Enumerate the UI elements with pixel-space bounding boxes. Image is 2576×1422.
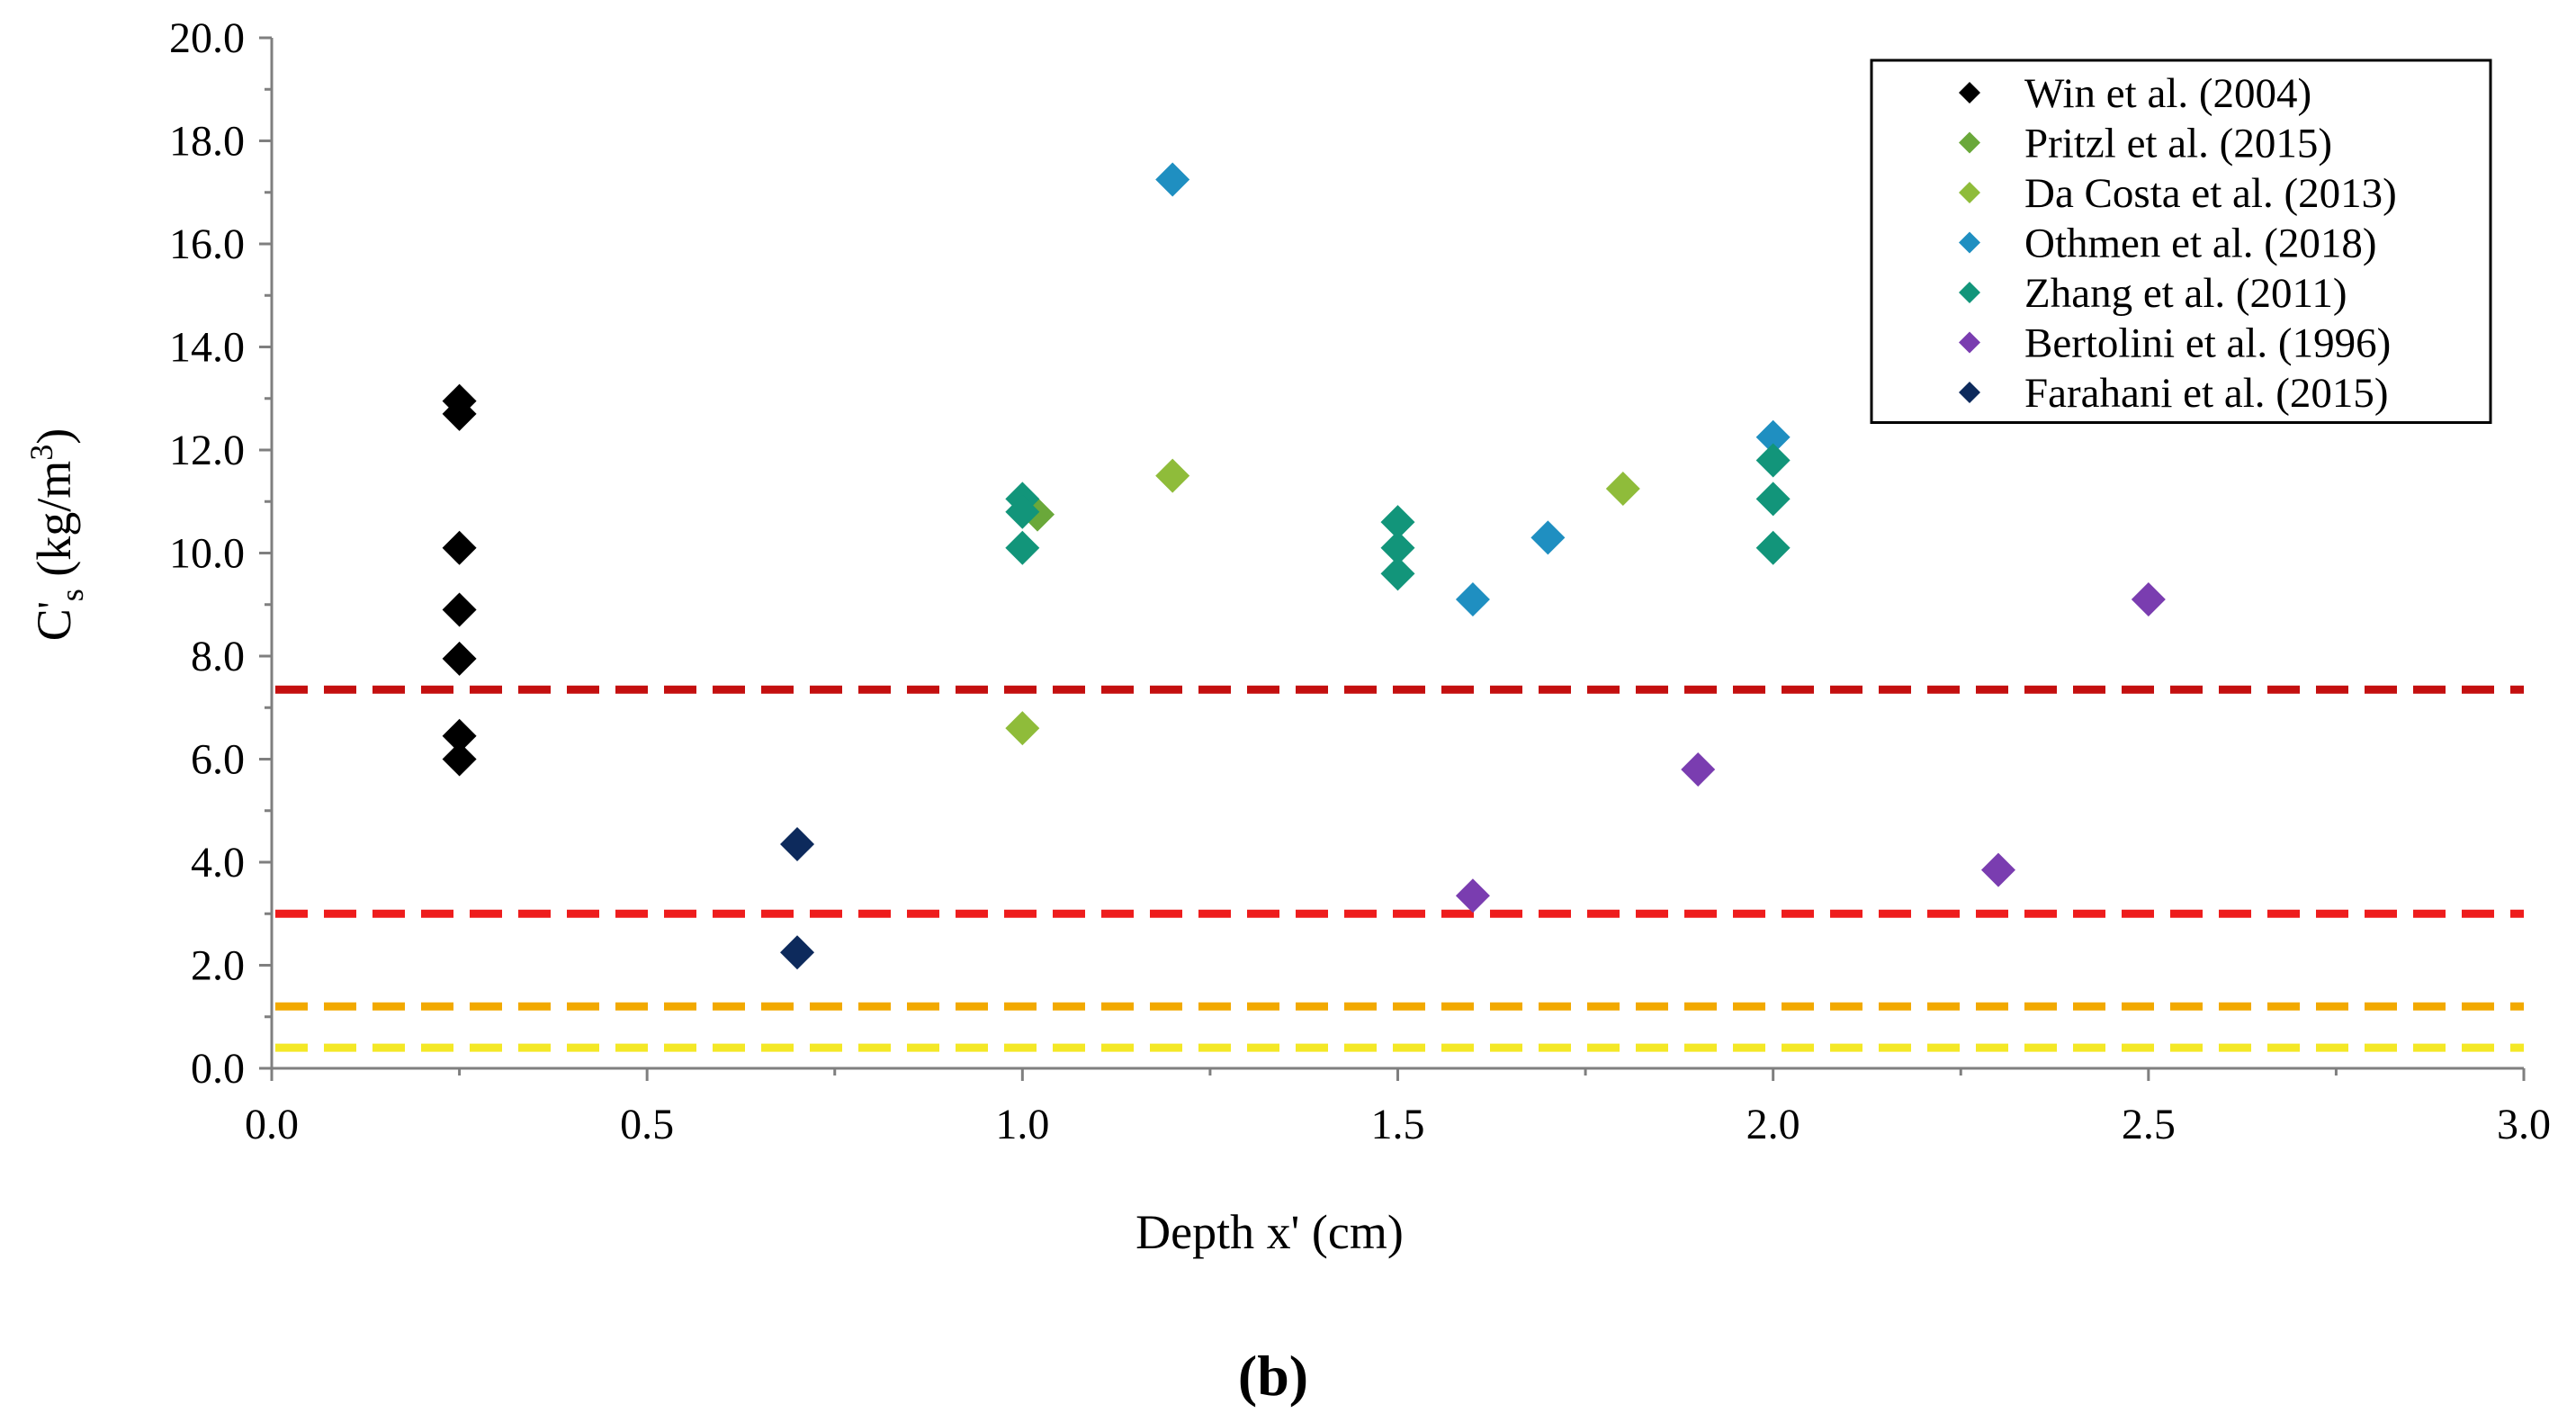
legend-label: Bertolini et al. (1996)	[2024, 320, 2391, 367]
legend-label: Pritzl et al. (2015)	[2024, 121, 2332, 167]
data-point-series-5	[1380, 505, 1415, 540]
data-point-series-3	[1155, 458, 1190, 493]
data-point-series-1	[442, 530, 477, 565]
data-point-series-5	[1755, 443, 1791, 478]
data-point-series-5	[1755, 530, 1791, 565]
x-tick-label: 1.5	[1371, 1101, 1425, 1148]
legend-label: Win et al. (2004)	[2024, 70, 2311, 117]
legend-marker	[1959, 282, 1980, 303]
y-tick-label: 12.0	[169, 427, 245, 474]
data-point-series-6	[1980, 852, 2015, 887]
data-points	[442, 162, 2166, 970]
legend: Win et al. (2004)Pritzl et al. (2015)Da …	[1870, 58, 2492, 424]
y-axis-title-base: C	[27, 608, 81, 641]
reference-lines	[275, 685, 2524, 1052]
data-point-series-1	[442, 718, 477, 753]
data-point-series-1	[442, 742, 477, 777]
legend-marker	[1959, 82, 1980, 104]
y-axis-title: C's (kg/m3)	[23, 428, 90, 641]
y-tick-label: 20.0	[169, 14, 245, 62]
legend-marker	[1959, 182, 1980, 203]
legend-label: Zhang et al. (2011)	[2024, 270, 2347, 317]
axes: 0.0 2.0 4.0 6.0 8.0 10.0 12.0 14.0 16.0 18.0 20.0 0…	[169, 14, 2551, 1148]
y-tick-label: 16.0	[169, 220, 245, 268]
data-point-series-6	[2131, 582, 2166, 617]
data-point-series-1	[442, 396, 477, 431]
y-tick-label: 14.0	[169, 324, 245, 372]
data-point-series-5	[1005, 494, 1040, 529]
legend-label: Farahani et al. (2015)	[2024, 370, 2389, 417]
data-point-series-1	[442, 592, 477, 627]
data-point-series-5	[1380, 530, 1415, 565]
y-tick-label: 4.0	[191, 839, 245, 886]
y-tick-label: 0.0	[191, 1045, 245, 1093]
y-axis-title-subscript: s	[54, 589, 90, 601]
legend-label: Othmen et al. (2018)	[2024, 220, 2377, 267]
data-point-series-7	[780, 935, 815, 970]
x-tick-label: 2.5	[2122, 1101, 2176, 1148]
x-tick-label: 3.0	[2497, 1101, 2551, 1148]
x-tick-label: 1.0	[995, 1101, 1049, 1148]
panel-label: (b)	[1238, 1344, 1308, 1408]
legend-marker	[1959, 131, 1980, 154]
data-point-series-4	[1155, 162, 1190, 197]
legend-label: Da Costa et al. (2013)	[2024, 170, 2397, 217]
data-point-series-6	[1455, 878, 1490, 914]
y-axis-title-unit: (kg/m	[27, 461, 81, 590]
legend-marker	[1959, 231, 1980, 254]
data-point-series-5	[1380, 556, 1415, 591]
x-axis-title: Depth x' (cm)	[1135, 1205, 1404, 1259]
data-point-series-6	[1681, 752, 1716, 787]
x-tick-label: 0.5	[620, 1101, 674, 1148]
y-axis-title-close: )	[27, 428, 81, 445]
data-point-series-5	[1755, 482, 1791, 517]
data-point-series-4	[1530, 520, 1566, 555]
y-tick-label: 18.0	[169, 118, 245, 166]
legend-marker	[1959, 331, 1980, 354]
legend-marker	[1959, 382, 1980, 403]
data-point-series-7	[780, 826, 815, 861]
x-tick-label: 2.0	[1746, 1101, 1800, 1148]
data-point-series-3	[1005, 711, 1040, 746]
y-tick-label: 6.0	[191, 736, 245, 784]
data-point-series-4	[1455, 582, 1490, 617]
data-point-series-5	[1005, 530, 1040, 565]
data-point-series-3	[1605, 471, 1640, 506]
data-point-series-4	[1755, 419, 1791, 454]
y-axis-title-prime: '	[30, 601, 74, 608]
x-tick-label: 0.0	[245, 1101, 299, 1148]
data-point-series-1	[442, 641, 477, 676]
y-tick-label: 2.0	[191, 942, 245, 990]
y-tick-label: 10.0	[169, 530, 245, 578]
y-tick-label: 8.0	[191, 633, 245, 680]
y-axis-title-superscript: 3	[23, 445, 59, 461]
